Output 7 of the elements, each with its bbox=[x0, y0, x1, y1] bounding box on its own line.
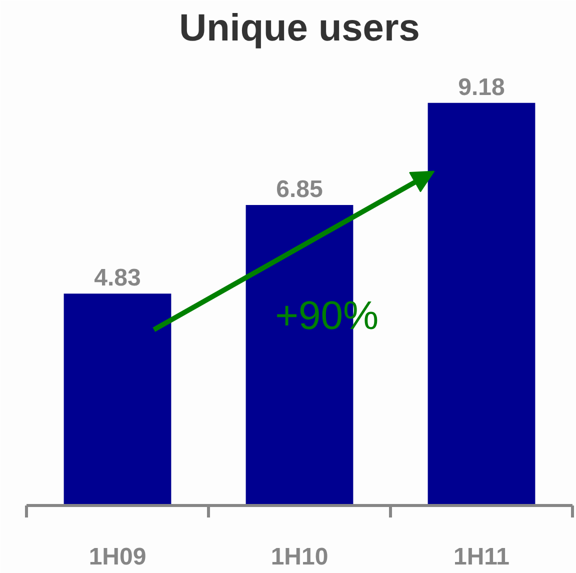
data-label: 6.85 bbox=[276, 176, 323, 204]
data-label: 4.83 bbox=[94, 264, 141, 292]
x-tick-label: 1H09 bbox=[88, 544, 146, 570]
x-tick-label: 1H10 bbox=[270, 544, 328, 570]
x-tick-label: 1H11 bbox=[453, 544, 510, 570]
data-label: 9.18 bbox=[458, 74, 505, 101]
chart-title: Unique users bbox=[179, 8, 420, 50]
